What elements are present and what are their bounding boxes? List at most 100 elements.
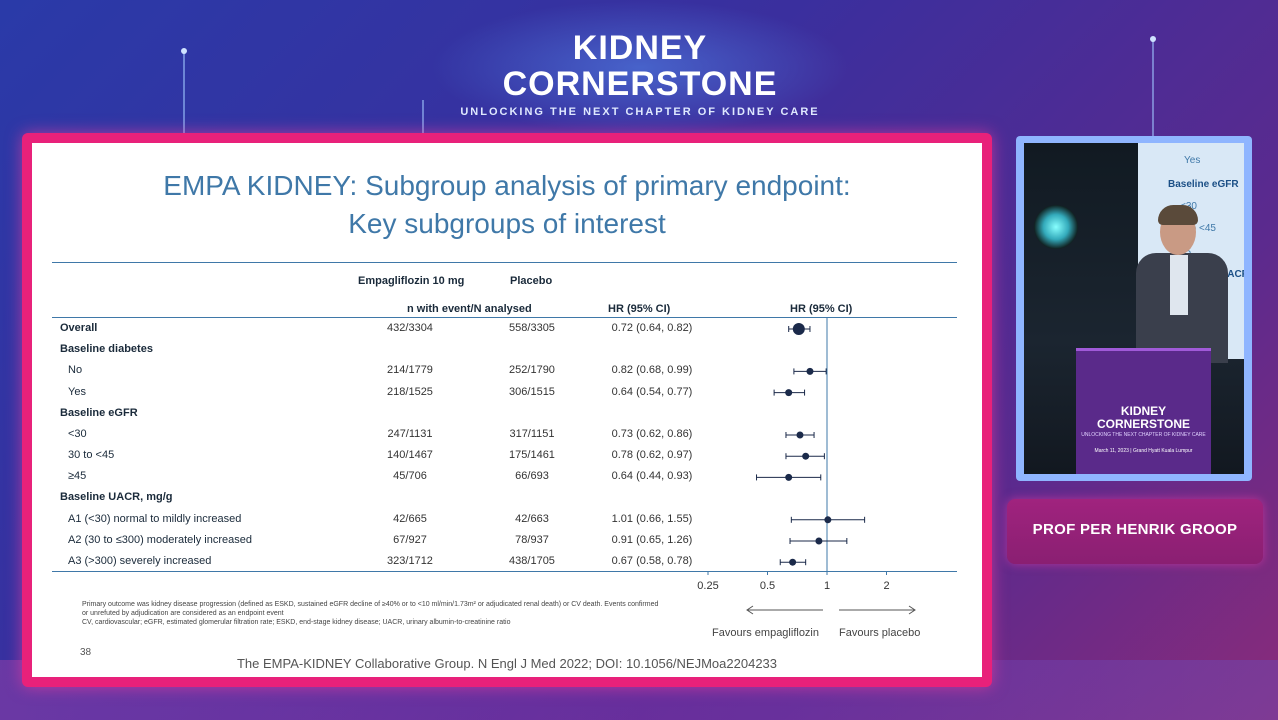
empa-count: 45/706	[393, 470, 427, 482]
podium-logo: KIDNEY CORNERSTONE	[1076, 405, 1211, 431]
hr-point	[789, 558, 797, 566]
row-label: Overall	[60, 322, 98, 334]
podium-date: March 11, 2023 | Grand Hyatt Kuala Lumpu…	[1094, 448, 1193, 454]
hr-value: 0.91 (0.65, 1.26)	[611, 534, 693, 546]
header-n-event: n with event/N analysed	[407, 303, 532, 315]
placebo-count: 66/693	[515, 470, 549, 482]
deco-line	[422, 100, 424, 136]
speaker-name: PROF PER HENRIK GROOP	[1032, 521, 1238, 538]
row-label: Baseline eGFR	[60, 407, 138, 419]
row-label: Baseline diabetes	[60, 343, 153, 355]
axis-tick-label: 0.25	[697, 580, 718, 592]
row-label: Yes	[68, 386, 86, 398]
logo-title-line1: KIDNEY	[572, 29, 708, 67]
row-label: Baseline UACR, mg/g	[60, 491, 173, 503]
row-label: No	[68, 364, 83, 376]
header-hr-plot: HR (95% CI)	[790, 303, 853, 315]
deco-dot	[181, 48, 187, 54]
footnote-line1: Primary outcome was kidney disease progr…	[82, 601, 659, 617]
hr-value: 0.82 (0.68, 0.99)	[611, 364, 693, 376]
deco-dot	[1150, 36, 1156, 42]
footnote: Primary outcome was kidney disease progr…	[82, 600, 662, 627]
hr-point	[806, 367, 814, 375]
table-bottom-rule	[52, 571, 957, 572]
hr-value: 0.78 (0.62, 0.97)	[611, 449, 693, 461]
hr-point	[785, 473, 793, 481]
row-label: <30	[68, 428, 87, 440]
hr-value: 0.67 (0.58, 0.78)	[611, 555, 693, 567]
hr-point	[824, 516, 832, 524]
placebo-count: 78/937	[515, 534, 549, 546]
slide-title-line1: EMPA KIDNEY: Subgroup analysis of primar…	[163, 170, 851, 201]
deco-line	[1152, 40, 1154, 136]
screen-text: UACR	[1220, 269, 1244, 280]
favours-left-arrow-head	[746, 605, 754, 615]
podium	[1076, 348, 1211, 474]
axis-tick-label: 1	[824, 580, 830, 592]
header-hr-text: HR (95% CI)	[608, 303, 671, 315]
favours-empagliflozin-label: Favours empagliflozin	[712, 627, 819, 639]
axis-tick-label: 0.5	[760, 580, 775, 592]
presentation-slide: EMPA KIDNEY: Subgroup analysis of primar…	[32, 143, 982, 677]
hr-point	[792, 323, 805, 335]
podium-title-line2: CORNERSTONE	[1096, 417, 1191, 431]
favours-right-arrow-head	[908, 605, 916, 615]
empa-count: 42/665	[393, 513, 427, 525]
stage-light	[1034, 205, 1078, 249]
hr-value: 1.01 (0.66, 1.55)	[611, 513, 693, 525]
header-empagliflozin: Empagliflozin 10 mg	[358, 275, 465, 287]
empa-count: 140/1467	[387, 449, 433, 461]
favours-arrows	[746, 605, 916, 615]
placebo-count: 317/1151	[509, 428, 555, 440]
placebo-count: 252/1790	[509, 364, 555, 376]
podium-tagline: UNLOCKING THE NEXT CHAPTER OF KIDNEY CAR…	[1081, 432, 1206, 438]
empa-count: 214/1779	[387, 364, 433, 376]
placebo-count: 558/3305	[509, 322, 555, 334]
screen-text: Baseline eGFR	[1168, 179, 1239, 190]
row-label: ≥45	[68, 470, 87, 482]
slide-frame: EMPA KIDNEY: Subgroup analysis of primar…	[22, 133, 992, 687]
speaker-shirt	[1170, 255, 1188, 315]
table-top-rule	[52, 262, 957, 263]
hr-point	[815, 537, 823, 545]
hr-point	[796, 431, 804, 439]
hr-value: 0.64 (0.54, 0.77)	[611, 386, 693, 398]
placebo-count: 175/1461	[509, 449, 555, 461]
empa-count: 432/3304	[387, 322, 433, 334]
speaker-camera-feed: Yes Baseline eGFR <30 30 to <45 45 UACR …	[1024, 143, 1244, 474]
placebo-count: 42/663	[515, 513, 549, 525]
empa-count: 247/1131	[387, 428, 433, 440]
hr-value: 0.73 (0.62, 0.86)	[611, 428, 693, 440]
placebo-count: 306/1515	[509, 386, 555, 398]
speaker-camera-frame: Yes Baseline eGFR <30 30 to <45 45 UACR …	[1016, 136, 1252, 481]
speaker-name-banner: PROF PER HENRIK GROOP	[1007, 499, 1263, 564]
hr-value: 0.72 (0.64, 0.82)	[611, 322, 693, 334]
hr-value: 0.64 (0.44, 0.93)	[611, 470, 693, 482]
row-label: A2 (30 to ≤300) moderately increased	[68, 534, 252, 546]
citation: The EMPA-KIDNEY Collaborative Group. N E…	[236, 656, 778, 671]
footnote-line2: CV, cardiovascular; eGFR, estimated glom…	[82, 619, 511, 626]
deco-line	[183, 52, 185, 137]
slide-title-line2: Key subgroups of interest	[348, 208, 666, 239]
slide-title: EMPA KIDNEY: Subgroup analysis of primar…	[32, 167, 982, 243]
header-glow	[430, 0, 850, 135]
axis-tick-label: 2	[883, 580, 889, 592]
forest-plot: 0.25 0.5 1 2	[697, 317, 890, 592]
row-label: 30 to <45	[68, 449, 115, 461]
page-number: 38	[80, 647, 92, 658]
screen-text: Yes	[1184, 155, 1201, 166]
header-placebo: Placebo	[510, 275, 553, 287]
row-label: A1 (<30) normal to mildly increased	[68, 513, 242, 525]
empa-count: 218/1525	[387, 386, 433, 398]
podium-title-line1: KIDNEY	[1120, 404, 1167, 418]
empa-count: 323/1712	[387, 555, 433, 567]
speaker-hair	[1158, 205, 1198, 225]
logo-title-line2: CORNERSTONE	[502, 65, 778, 103]
hr-point	[785, 389, 793, 397]
empa-count: 67/927	[393, 534, 427, 546]
hr-point	[802, 452, 810, 460]
row-label: A3 (>300) severely increased	[68, 555, 212, 567]
event-logo: KIDNEY CORNERSTONE UNLOCKING THE NEXT CH…	[440, 30, 840, 118]
logo-tagline: UNLOCKING THE NEXT CHAPTER OF KIDNEY CAR…	[460, 106, 820, 118]
table-header-rule	[52, 317, 957, 318]
